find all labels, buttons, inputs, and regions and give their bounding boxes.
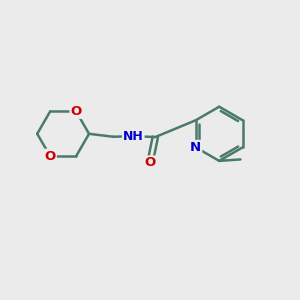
Text: O: O xyxy=(144,157,156,169)
Text: O: O xyxy=(70,105,82,118)
Text: N: N xyxy=(190,141,201,154)
Text: NH: NH xyxy=(123,130,144,143)
Text: O: O xyxy=(45,150,56,163)
